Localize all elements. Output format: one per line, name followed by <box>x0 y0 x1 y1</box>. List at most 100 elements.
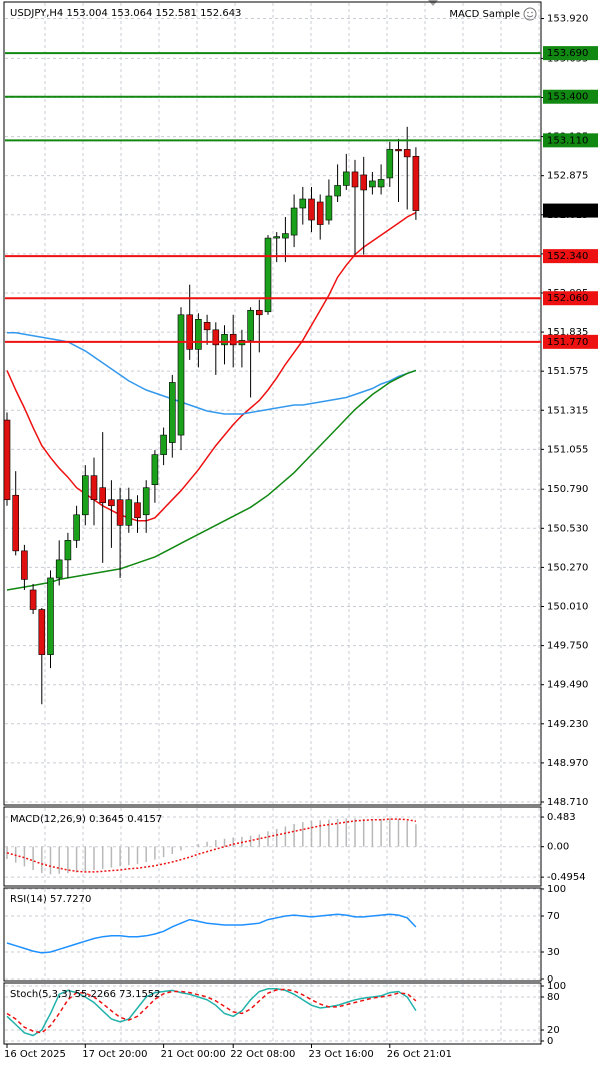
candle-body <box>308 198 315 221</box>
y-tick-label: 151.055 <box>547 444 588 455</box>
y-tick-label: 20 <box>547 1025 560 1036</box>
candle-body <box>229 334 237 346</box>
candle-body <box>142 487 150 516</box>
candle-body <box>3 419 11 501</box>
candle-body <box>290 207 298 236</box>
candle-body <box>395 149 402 152</box>
candle-body <box>47 577 54 655</box>
candle-body <box>403 149 411 158</box>
indicator-line <box>6 913 417 954</box>
candle-body <box>203 321 211 331</box>
candle-body <box>316 201 324 225</box>
candle-body <box>195 318 202 350</box>
candle-body <box>369 180 376 188</box>
x-tick-label: 23 Oct 16:00 <box>309 1049 374 1060</box>
candle-body <box>116 499 124 526</box>
indicator-line <box>6 211 417 522</box>
candle-body <box>334 185 341 197</box>
candle-body <box>255 309 263 316</box>
level-label-box <box>543 334 598 349</box>
y-tick-label: 148.970 <box>547 758 588 769</box>
candle-body <box>377 179 385 188</box>
level-label: 151.770 <box>547 337 588 348</box>
level-label-box <box>543 89 598 104</box>
candle-body <box>282 233 289 239</box>
candle-body <box>351 171 359 188</box>
indicator-line <box>6 818 417 873</box>
price-label: 152.643 <box>547 206 588 217</box>
candle-body <box>247 309 254 341</box>
panel-title: Stoch(5,3,3) 55.2266 73.1552 <box>10 989 161 1000</box>
x-tick-label: 26 Oct 21:01 <box>387 1049 452 1060</box>
y-tick-label: 151.315 <box>547 405 588 416</box>
candle-body <box>125 499 133 526</box>
candle-body <box>12 494 19 552</box>
candle-body <box>160 434 167 455</box>
level-label-box <box>543 291 598 306</box>
level-label: 152.060 <box>547 293 588 304</box>
indicator-line <box>6 369 417 591</box>
y-tick-label: 0.483 <box>547 812 576 823</box>
candle-body <box>151 454 159 486</box>
y-tick-label: 30 <box>547 947 560 958</box>
candle-body <box>273 236 281 239</box>
x-tick-label: 21 Oct 00:00 <box>161 1049 226 1060</box>
panel-frame <box>3 1 542 806</box>
candle-body <box>221 334 228 346</box>
candle-body <box>360 174 368 191</box>
level-label: 153.110 <box>547 135 588 146</box>
y-tick-label: 70 <box>547 911 560 922</box>
y-tick-label: 150.010 <box>547 602 588 613</box>
y-tick-label: 151.835 <box>547 327 588 338</box>
expert-icon-eye <box>531 11 533 14</box>
y-tick-label: 148.710 <box>547 797 588 808</box>
level-label: 152.340 <box>547 251 588 262</box>
candle-body <box>90 475 98 501</box>
y-tick-label: 150.790 <box>547 484 588 495</box>
candle-body <box>342 171 350 186</box>
level-label-box <box>543 133 598 148</box>
indicator-line <box>7 332 417 415</box>
candle-body <box>55 559 63 579</box>
candle-body <box>186 314 193 350</box>
y-tick-label: 149.230 <box>547 719 588 730</box>
candle-body <box>177 314 185 436</box>
candle-body <box>29 589 37 610</box>
price-label-box <box>543 203 598 218</box>
indicator-line <box>6 988 417 1034</box>
x-tick-label: 22 Oct 08:00 <box>230 1049 295 1060</box>
candle-body <box>108 499 115 507</box>
y-tick-label: 100 <box>547 981 566 992</box>
candle-body <box>264 237 272 313</box>
candle-body <box>64 540 72 561</box>
panel-title: MACD(12,26,9) 0.3645 0.4157 <box>10 814 162 825</box>
expert-icon <box>523 7 537 21</box>
candle-body <box>73 514 80 541</box>
chart-title: USDJPY,H4 153.004 153.064 152.581 152.64… <box>10 8 241 19</box>
y-tick-label: 149.490 <box>547 680 588 691</box>
candle-body <box>299 198 307 209</box>
y-tick-label: 149.750 <box>547 641 588 652</box>
expert-icon-eye <box>527 11 529 14</box>
y-tick-label: 0 <box>547 1036 553 1047</box>
y-tick-label: 0 <box>547 974 553 985</box>
level-label-box <box>543 46 598 61</box>
x-tick-label: 17 Oct 20:00 <box>82 1049 147 1060</box>
candle-body <box>82 475 89 516</box>
y-tick-label: 153.920 <box>547 14 588 25</box>
panel-frame <box>3 887 542 982</box>
candle-body <box>38 609 46 655</box>
panel-frame <box>3 982 542 1045</box>
y-tick-label: 80 <box>547 992 560 1003</box>
y-tick-label: 151.575 <box>547 366 588 377</box>
y-tick-label: 0.00 <box>547 842 569 853</box>
candle-body <box>99 487 106 504</box>
y-tick-label: 100 <box>547 884 566 895</box>
candle-body <box>212 329 220 346</box>
expert-name: MACD Sample <box>449 9 520 20</box>
y-tick-label: 150.270 <box>547 562 588 573</box>
panel-title: RSI(14) 57.7270 <box>10 894 91 905</box>
x-tick-label: 16 Oct 2025 <box>4 1049 66 1060</box>
